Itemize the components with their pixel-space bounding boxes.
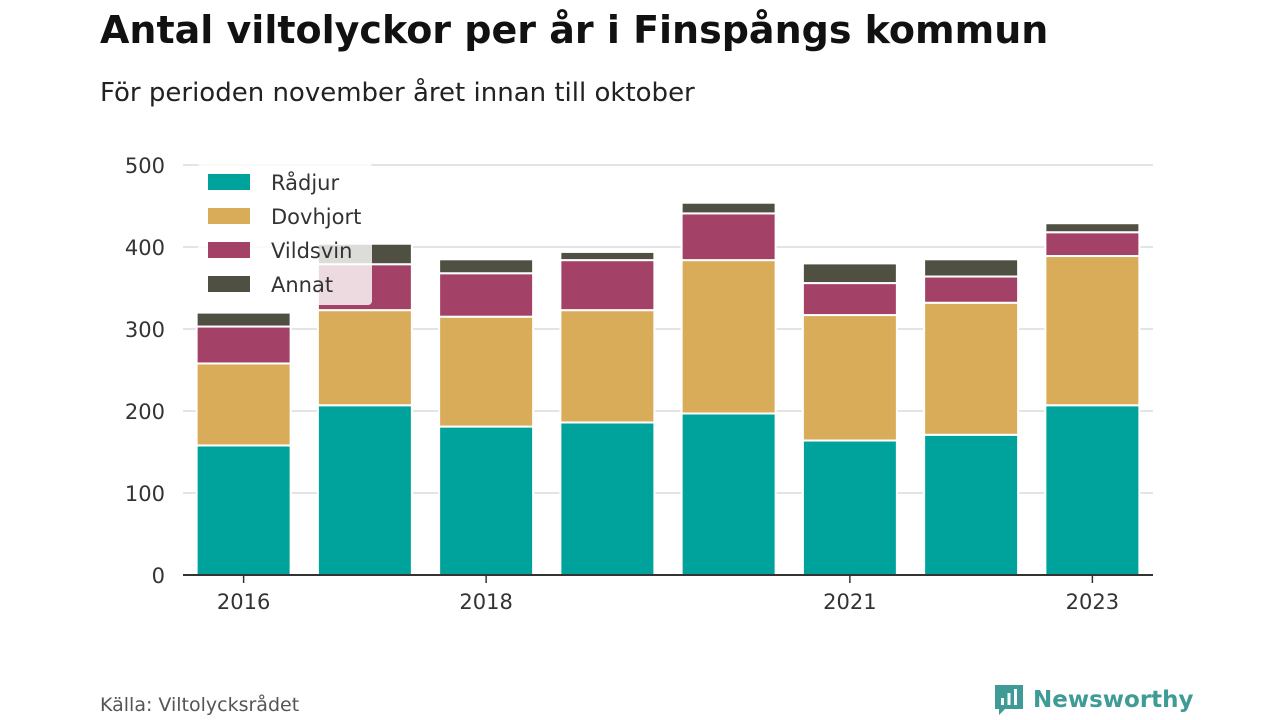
bar-segment [1044, 404, 1141, 577]
bar-segment [195, 311, 292, 328]
bar-segment [923, 258, 1020, 278]
bar-segment [923, 275, 1020, 304]
bar-stack-2018 [438, 258, 535, 576]
x-tick-label: 2016 [217, 590, 270, 614]
newsworthy-brand[interactable]: Newsworthy [993, 683, 1194, 717]
x-axis: 2016 2018 2021 2023 [183, 574, 1153, 614]
bar-segment [680, 212, 777, 262]
y-tick-label: 300 [125, 318, 165, 342]
bar-segment [559, 259, 656, 312]
bar-segment [1044, 222, 1141, 234]
legend-swatch [208, 174, 250, 190]
x-tick-label: 2023 [1066, 590, 1119, 614]
bar-segment [438, 258, 535, 275]
legend-swatch [208, 276, 250, 292]
bar-stack-2016 [195, 311, 292, 576]
legend-label: Vildsvin [271, 239, 352, 263]
y-axis-ticks: 0 100 200 300 400 500 [125, 154, 165, 588]
y-tick-label: 200 [125, 400, 165, 424]
bar-segment [801, 314, 898, 442]
bar-segment [438, 272, 535, 318]
bar-stack-2019 [559, 250, 656, 577]
legend-swatch [208, 208, 250, 224]
y-tick-label: 500 [125, 154, 165, 178]
bar-segment [559, 421, 656, 577]
y-tick-label: 400 [125, 236, 165, 260]
legend-swatch [208, 242, 250, 258]
bar-segment [195, 362, 292, 447]
legend-background [198, 163, 372, 305]
chart-subtitle: För perioden november året innan till ok… [100, 78, 695, 108]
newsworthy-logo-icon [995, 685, 1023, 715]
y-tick-label: 100 [125, 482, 165, 506]
bar-segment [559, 250, 656, 262]
bar-stack-2020 [680, 201, 777, 576]
bar-segment [680, 412, 777, 576]
bar-segment [438, 315, 535, 428]
legend-label: Dovhjort [271, 205, 361, 229]
x-tick-label: 2018 [459, 590, 512, 614]
stacked-bar-chart: 0 100 200 300 400 500 2016 2018 2021 2023 Rådjur… [125, 154, 1153, 614]
bar-segment [680, 201, 777, 215]
bar-segment [923, 301, 1020, 436]
bar-segment [923, 433, 1020, 576]
x-tick-label: 2021 [823, 590, 876, 614]
source-note: Källa: Viltolycksrådet [100, 694, 300, 716]
bar-segment [316, 309, 413, 407]
legend-label: Rådjur [271, 170, 339, 195]
bar-segment [680, 259, 777, 415]
chart-title: Antal viltolyckor per år i Finspångs kom… [100, 8, 1049, 52]
bar-segment [801, 282, 898, 317]
bar-segment [195, 325, 292, 365]
bar-segment [195, 444, 292, 576]
legend-label: Annat [271, 273, 333, 297]
bar-stack-2023 [1044, 222, 1141, 577]
y-tick-label: 0 [152, 564, 165, 588]
brand-name: Newsworthy [1033, 687, 1194, 713]
bar-segment [438, 425, 535, 576]
bar-segment [1044, 255, 1141, 407]
bar-stack-2021 [801, 262, 898, 576]
bar-segment [316, 404, 413, 577]
bar-stack-2022 [923, 258, 1020, 576]
bar-segment [559, 309, 656, 424]
legend: Rådjur Dovhjort Vildsvin Annat [198, 163, 372, 305]
bar-segment [801, 439, 898, 576]
bar-segment [1044, 231, 1141, 258]
bar-segment [801, 262, 898, 285]
bars [195, 201, 1141, 577]
